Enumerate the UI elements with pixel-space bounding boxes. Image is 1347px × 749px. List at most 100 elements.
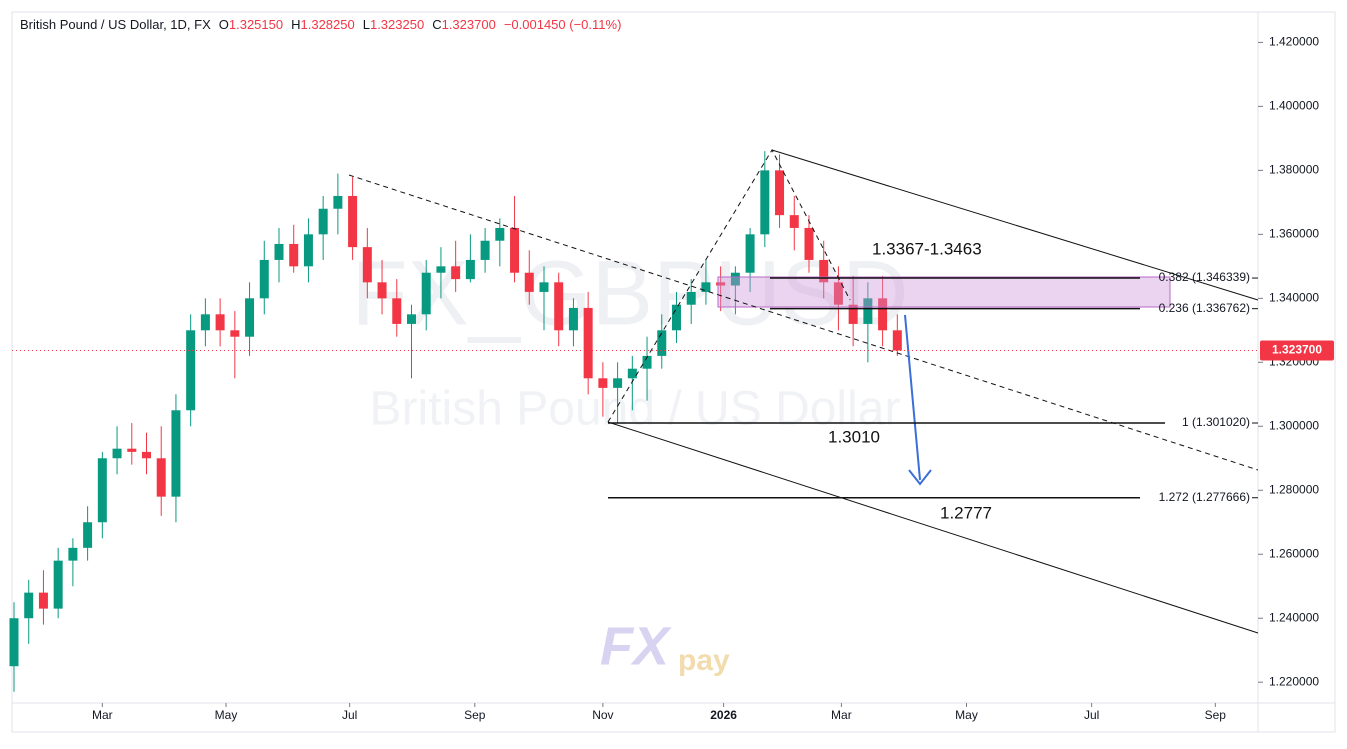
candle-body [377, 282, 387, 299]
candle-body [524, 272, 534, 292]
candle-body [671, 304, 681, 331]
y-tick-label: 1.400000 [1269, 99, 1319, 113]
candle-body [53, 560, 63, 609]
trend-dashed [348, 174, 1259, 471]
candle-body [362, 247, 372, 283]
ohlc-value: 1.328250 [301, 17, 355, 32]
candle-body [348, 195, 358, 248]
ohlc: O1.325150 H1.328250 L1.323250 C1.323700 [219, 17, 496, 32]
candle-body [127, 448, 137, 452]
candle-body [627, 368, 637, 379]
ohlc-key: H [291, 17, 300, 32]
y-tick-label: 1.260000 [1269, 546, 1319, 560]
channel-upper [771, 149, 1259, 301]
candle-body [819, 259, 829, 283]
candle-body [68, 547, 78, 561]
fib-swing [607, 148, 851, 423]
ohlc-key: L [363, 17, 370, 32]
annotation: 1.3367-1.3463 [872, 239, 982, 258]
x-tick-label: Nov [592, 708, 613, 722]
candle-body [657, 330, 667, 356]
candle-body [878, 298, 888, 331]
y-tick-label: 1.220000 [1269, 674, 1319, 688]
candle-body [112, 448, 122, 459]
candle-body [863, 298, 873, 324]
candle-body [97, 458, 107, 523]
candle-body [186, 330, 196, 411]
x-tick-label: Sep [1205, 708, 1227, 722]
x-tick-label: Mar [831, 708, 852, 722]
fib-label: 1.272 (1.277666) [1159, 490, 1250, 504]
y-tick-label: 1.240000 [1269, 610, 1319, 624]
candle-body [215, 314, 225, 331]
annotation: 1.3010 [828, 427, 880, 446]
x-tick-label: Jul [342, 708, 357, 722]
candle-body [171, 410, 181, 497]
candle-body [701, 282, 711, 292]
y-tick-label: 1.340000 [1269, 290, 1319, 304]
candle-body [200, 314, 210, 331]
annotation: 1.2777 [940, 503, 992, 522]
candle-body [568, 307, 578, 331]
candle-body [245, 298, 255, 337]
candle-body [141, 451, 151, 459]
last-price-box [1260, 340, 1334, 361]
x-tick-label: Sep [464, 708, 486, 722]
candle-body [613, 378, 623, 388]
candle-body [642, 355, 652, 369]
candle-body [289, 243, 299, 267]
candle-body [436, 266, 446, 273]
ohlc-key: O [219, 17, 229, 32]
candle-body [745, 234, 755, 273]
x-tick-label: Jul [1084, 708, 1099, 722]
candles [9, 151, 902, 692]
last-price-label: 1.323700 [1272, 343, 1322, 357]
logo-pay: pay [678, 644, 730, 677]
candle-body [848, 304, 858, 324]
candle-body [686, 291, 696, 305]
ohlc-value: 1.323250 [370, 17, 424, 32]
candle-body [554, 282, 564, 331]
candle-body [465, 259, 475, 280]
candle-body [495, 227, 505, 241]
y-tick-label: 1.380000 [1269, 163, 1319, 177]
logo-fx: FX [600, 616, 672, 676]
y-tick-label: 1.300000 [1269, 418, 1319, 432]
candle-body [421, 272, 431, 315]
y-tick-label: 1.420000 [1269, 35, 1319, 49]
arrow [904, 314, 921, 481]
supply-zone [717, 276, 1171, 308]
ohlc-value: 1.323700 [442, 17, 496, 32]
y-tick-label: 1.360000 [1269, 227, 1319, 241]
candle-body [9, 618, 19, 667]
y-tick-label: 1.280000 [1269, 482, 1319, 496]
candle-body [510, 227, 520, 273]
candle-body [598, 378, 608, 388]
fib-label: 1 (1.301020) [1182, 415, 1250, 429]
candle-body [318, 208, 328, 235]
x-tick-label: 2026 [710, 708, 737, 722]
candle-body [892, 330, 902, 351]
candle-body [259, 259, 269, 299]
candle-body [716, 282, 726, 286]
symbol: British Pound / US Dollar, 1D, FX [20, 17, 211, 32]
x-tick-label: Mar [92, 708, 113, 722]
candle-body [83, 522, 93, 548]
header: British Pound / US Dollar, 1D, FX O1.3251… [20, 17, 621, 32]
candle-body [775, 170, 785, 216]
candle-body [539, 282, 549, 292]
candle-body [274, 243, 284, 260]
arrow-head [908, 469, 932, 486]
candle-body [583, 307, 593, 379]
change: −0.001450 (−0.11%) [504, 17, 622, 32]
candle-body [804, 227, 814, 260]
channel-lower [607, 421, 1259, 634]
candle-body [156, 458, 166, 497]
candle-body [730, 272, 740, 286]
frame [11, 11, 1336, 733]
watermark-name: British Pound / US Dollar [370, 383, 901, 436]
candle-body [24, 592, 34, 619]
candle-body [392, 298, 402, 324]
fib-label: 0.382 (1.346339) [1159, 270, 1250, 284]
